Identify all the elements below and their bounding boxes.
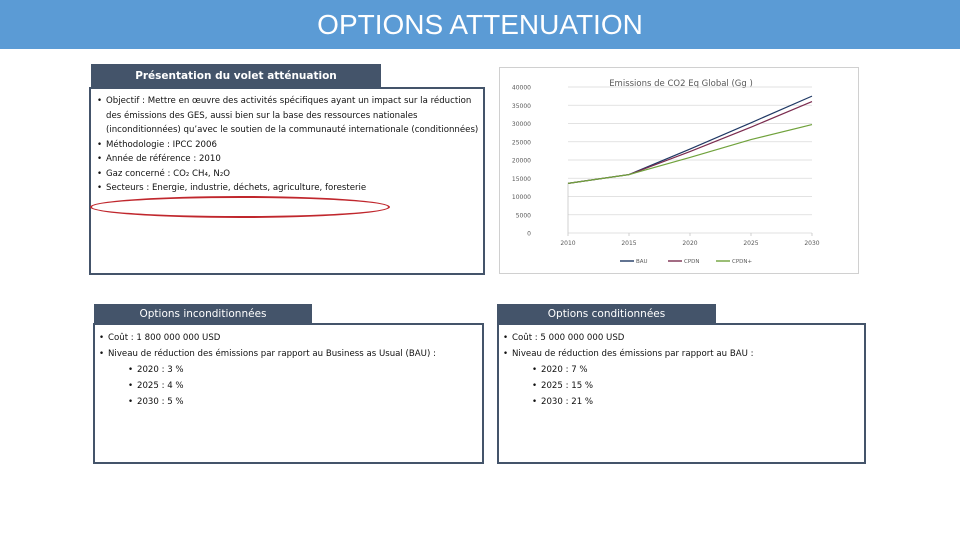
presentation-bullet: Gaz concerné : CO₂ CH₄, N₂O xyxy=(97,167,479,182)
unconditional-list: Coût : 1 800 000 000 USD Niveau de réduc… xyxy=(99,330,478,410)
conditional-list: Coût : 5 000 000 000 USD Niveau de réduc… xyxy=(503,330,860,410)
presentation-header: Présentation du volet atténuation xyxy=(91,64,381,87)
x-tick-label: 2030 xyxy=(804,240,819,247)
series-line-cpdn xyxy=(567,101,813,184)
y-tick-label: 5000 xyxy=(516,212,531,219)
unconditional-item: 2020 : 3 % xyxy=(99,362,478,378)
conditional-reduction: Niveau de réduction des émissions par ra… xyxy=(503,346,860,362)
unconditional-item: 2025 : 4 % xyxy=(99,378,478,394)
x-tick-label: 2025 xyxy=(743,240,758,247)
y-tick-label: 30000 xyxy=(512,121,531,128)
y-tick-label: 20000 xyxy=(512,158,531,165)
emissions-chart: Emissions de CO2 Eq Global (Gg ) 0 5000 100… xyxy=(499,67,859,274)
unconditional-box: Coût : 1 800 000 000 USD Niveau de réduc… xyxy=(93,323,484,464)
conditional-item: 2020 : 7 % xyxy=(503,362,860,378)
unconditional-cost: Coût : 1 800 000 000 USD xyxy=(99,330,478,346)
series-line-bau xyxy=(567,95,813,184)
unconditional-reduction: Niveau de réduction des émissions par ra… xyxy=(99,346,478,362)
unconditional-header: Options inconditionnées xyxy=(94,304,312,323)
y-tick-label: 0 xyxy=(527,231,531,238)
series-line-cpdn-plus xyxy=(567,124,813,184)
conditional-header: Options conditionnées xyxy=(497,304,716,323)
page-title: OPTIONS ATTENUATION xyxy=(317,9,643,40)
x-tick-label: 2020 xyxy=(682,240,697,247)
sectors-highlight-oval xyxy=(90,196,390,218)
y-tick-label: 25000 xyxy=(512,139,531,146)
x-tick-label: 2015 xyxy=(621,240,636,247)
y-tick-label: 40000 xyxy=(512,85,531,92)
y-tick-label: 35000 xyxy=(512,103,531,110)
presentation-bullet: Secteurs : Energie, industrie, déchets, … xyxy=(97,181,479,196)
conditional-cost: Coût : 5 000 000 000 USD xyxy=(503,330,860,346)
y-tick-label: 10000 xyxy=(512,194,531,201)
presentation-bullet: Méthodologie : IPCC 2006 xyxy=(97,138,479,153)
presentation-bullet: Année de référence : 2010 xyxy=(97,152,479,167)
conditional-item: 2025 : 15 % xyxy=(503,378,860,394)
legend-label: BAU xyxy=(636,259,648,265)
presentation-bullet: Objectif : Mettre en œuvre des activités… xyxy=(97,94,479,138)
x-tick-label: 2010 xyxy=(560,240,575,247)
unconditional-item: 2030 : 5 % xyxy=(99,394,478,410)
title-bar: OPTIONS ATTENUATION xyxy=(0,0,960,49)
chart-title: Emissions de CO2 Eq Global (Gg ) xyxy=(609,79,753,89)
conditional-box: Coût : 5 000 000 000 USD Niveau de réduc… xyxy=(497,323,866,464)
presentation-box: Objectif : Mettre en œuvre des activités… xyxy=(89,87,485,275)
presentation-list: Objectif : Mettre en œuvre des activités… xyxy=(97,94,479,196)
y-tick-label: 15000 xyxy=(512,176,531,183)
legend-label: CPDN+ xyxy=(732,259,753,265)
emissions-chart-svg: Emissions de CO2 Eq Global (Gg ) 0 5000 100… xyxy=(512,79,820,265)
legend-label: CPDN xyxy=(684,259,700,265)
conditional-item: 2030 : 21 % xyxy=(503,394,860,410)
